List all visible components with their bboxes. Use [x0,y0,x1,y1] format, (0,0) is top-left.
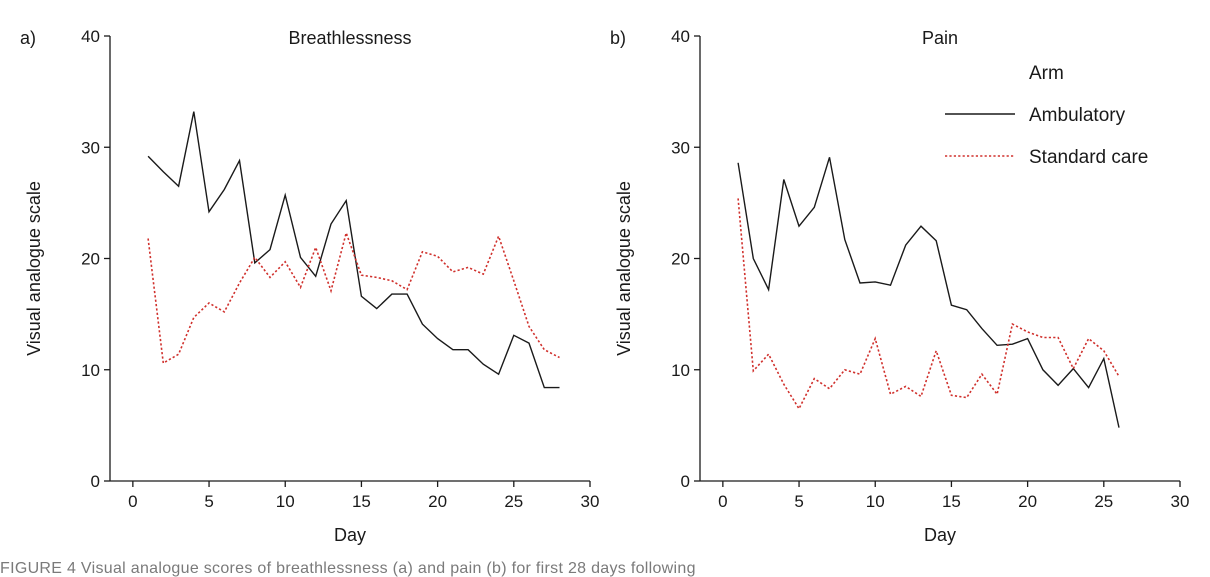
panel-b-label: b) [610,28,626,48]
panel-a-x-tick-label: 0 [128,492,137,511]
panel-b-y-tick-label: 0 [681,472,690,491]
panel-b-x-tick-label: 30 [1171,492,1190,511]
panel-b-x-tick-label: 20 [1018,492,1037,511]
panel-a-x-tick-label: 25 [504,492,523,511]
panel-b-x-tick-label: 0 [718,492,727,511]
panel-a-series-ambulatory-line [147,111,560,389]
panel-a-x-tick-label: 15 [352,492,371,511]
panel-b-legend-title: Arm [1029,63,1064,84]
panel-b-legend-label-standard-care: Standard care [1029,147,1148,168]
panel-b-series-standard-care-line [737,198,1120,411]
panel-b-x-tick-label: 15 [942,492,961,511]
panel-b-x-tick-label: 5 [794,492,803,511]
panel-a-x-axis-label: Day [334,525,366,545]
panel-a-y-tick-label: 20 [81,250,100,269]
panel-a-y-axis-label: Visual analogue scale [24,181,44,356]
panel-a-label: a) [20,28,36,48]
panel-b-x-tick-label: 25 [1094,492,1113,511]
figure-caption: FIGURE 4 Visual analogue scores of breat… [0,560,696,577]
panel-b-y-tick-label: 20 [671,250,690,269]
panel-b-title: Pain [922,28,958,48]
panel-b-x-axis-label: Day [924,525,956,545]
panel-b-pain: 0 10 20 30 40 0 5 10 15 20 25 30 b) Pain Day Visual ana… [610,27,1189,545]
panel-a-title: Breathlessness [288,28,411,48]
figure: 0 10 20 30 40 0 5 10 15 20 25 30 a) Breathlessness Day… [20,27,1189,545]
panel-b-y-axis-label: Visual analogue scale [614,181,634,356]
panel-a-y-tick-label: 10 [81,361,100,380]
panel-b-y-tick-label: 10 [671,361,690,380]
panel-b-y-tick-label: 30 [671,138,690,157]
panel-a-series-standard-care-line [147,230,560,365]
panel-a-y-tick-label: 30 [81,138,100,157]
panel-b-x-tick-label: 10 [866,492,885,511]
panel-a-y-tick-label: 40 [81,27,100,46]
panel-a-x-tick-label: 20 [428,492,447,511]
panel-a-x-tick-label: 10 [276,492,295,511]
panel-a-y-tick-label: 0 [91,472,100,491]
panel-a-breathlessness: 0 10 20 30 40 0 5 10 15 20 25 30 a) Breathlessness Day… [20,27,599,545]
panel-b-legend-label-ambulatory: Ambulatory [1029,105,1126,126]
panel-a-x-tick-label: 5 [204,492,213,511]
panel-b-y-tick-label: 40 [671,27,690,46]
panel-a-x-tick-label: 30 [581,492,600,511]
panel-b-series-ambulatory-line [737,157,1120,428]
